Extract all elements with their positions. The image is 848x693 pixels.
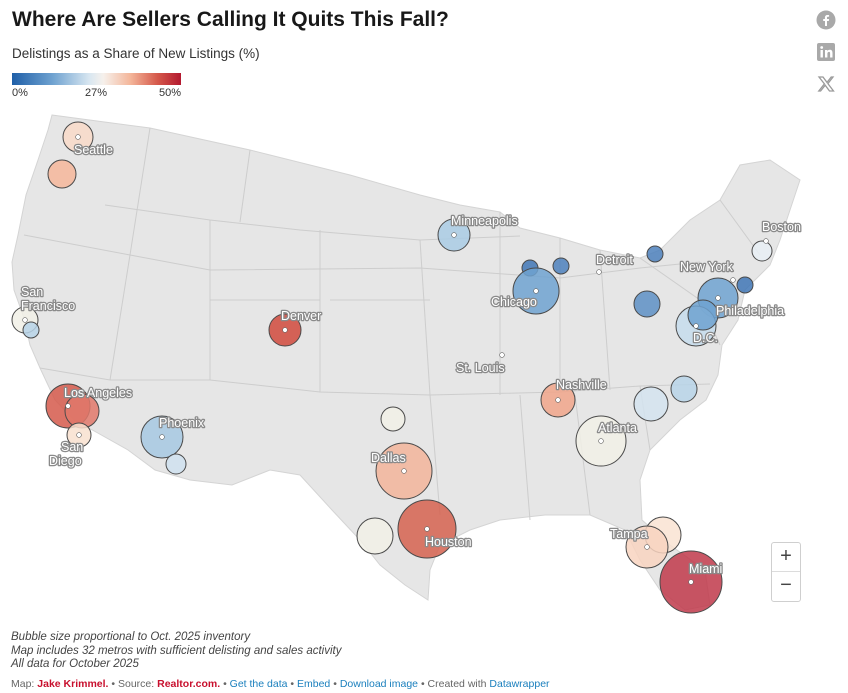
footer-map-prefix: Map: bbox=[11, 678, 35, 690]
label-dc: D.C. bbox=[693, 331, 718, 345]
bubble-nj[interactable] bbox=[736, 276, 754, 294]
label-phoenix: Phoenix bbox=[159, 416, 205, 430]
bubble-austin[interactable] bbox=[356, 517, 394, 555]
label-detroit: Detroit bbox=[596, 253, 633, 267]
author-link[interactable]: Jake Krimmel. bbox=[37, 678, 109, 690]
label-denver: Denver bbox=[281, 309, 321, 323]
footer-created-prefix: • Created with bbox=[420, 678, 487, 690]
label-atlanta: Atlanta bbox=[598, 421, 637, 435]
footer-separator: • bbox=[223, 678, 227, 690]
bubble-okc[interactable] bbox=[380, 406, 406, 432]
zoom-in-button[interactable]: + bbox=[780, 545, 792, 567]
note-line: All data for October 2025 bbox=[11, 658, 139, 670]
label-san-diego-1: San bbox=[61, 440, 83, 454]
label-miami: Miami bbox=[689, 562, 722, 576]
bubble-grand-rapids[interactable] bbox=[552, 257, 570, 275]
chart-subtitle: Delistings as a Share of New Listings (%… bbox=[12, 46, 260, 61]
label-minneapolis: Minneapolis bbox=[451, 214, 518, 228]
bubble-philadelphia[interactable] bbox=[687, 299, 719, 331]
share-links bbox=[816, 10, 838, 106]
datawrapper-link[interactable]: Datawrapper bbox=[489, 678, 550, 690]
note-line: Bubble size proportional to Oct. 2025 in… bbox=[11, 631, 251, 643]
city-labels: Seattle San Francisco Los Angeles San Di… bbox=[20, 142, 803, 578]
linkedin-icon[interactable] bbox=[816, 42, 836, 62]
us-map[interactable]: Seattle San Francisco Los Angeles San Di… bbox=[0, 105, 848, 625]
city-dots bbox=[22, 134, 769, 585]
note-line: Map includes 32 metros with sufficient d… bbox=[11, 644, 342, 657]
label-st-louis: St. Louis bbox=[456, 361, 505, 375]
legend-mid-label: 27% bbox=[85, 87, 108, 99]
label-seattle: Seattle bbox=[74, 143, 113, 157]
label-houston: Houston bbox=[425, 535, 472, 549]
bubble-tucson[interactable] bbox=[165, 453, 187, 475]
label-chicago: Chicago bbox=[491, 295, 537, 309]
legend-gradient bbox=[12, 73, 181, 85]
download-image-link[interactable]: Download image bbox=[339, 678, 419, 690]
facebook-icon[interactable] bbox=[816, 10, 836, 30]
label-nashville: Nashville bbox=[556, 378, 607, 392]
label-tampa: Tampa bbox=[610, 527, 648, 541]
footer-separator: • bbox=[290, 678, 295, 690]
label-los-angeles: Los Angeles bbox=[64, 386, 132, 400]
label-san: San bbox=[21, 285, 43, 299]
chart-title: Where Are Sellers Calling It Quits This … bbox=[12, 8, 449, 31]
source-link[interactable]: Realtor.com. bbox=[157, 678, 221, 690]
footer-credits: Map: Jake Krimmel. • Source: Realtor.com… bbox=[11, 678, 550, 690]
bubble-san-jose[interactable] bbox=[22, 321, 40, 339]
color-legend: 0% 27% 50% bbox=[12, 73, 182, 101]
bubble-columbus[interactable] bbox=[633, 290, 661, 318]
label-dallas: Dallas bbox=[371, 451, 406, 465]
legend-max-label: 50% bbox=[159, 87, 182, 99]
embed-link[interactable]: Embed bbox=[297, 678, 331, 690]
bubble-charlotte[interactable] bbox=[670, 375, 698, 403]
legend-min-label: 0% bbox=[12, 87, 28, 99]
label-san-diego-2: Diego bbox=[49, 454, 82, 468]
get-data-link[interactable]: Get the data bbox=[229, 678, 288, 690]
bubble-cleveland[interactable] bbox=[646, 245, 664, 263]
zoom-controls: + − bbox=[771, 542, 801, 602]
label-philadelphia: Philadelphia bbox=[716, 304, 784, 318]
zoom-out-button[interactable]: − bbox=[772, 571, 800, 600]
x-icon[interactable] bbox=[816, 74, 836, 94]
chart-notes: Bubble size proportional to Oct. 2025 in… bbox=[11, 631, 341, 672]
label-new-york: New York bbox=[680, 260, 734, 274]
label-boston: Boston bbox=[762, 220, 801, 234]
label-francisco: Francisco bbox=[21, 299, 75, 313]
bubble-boston[interactable] bbox=[751, 240, 773, 262]
bubble-raleigh[interactable] bbox=[633, 386, 669, 422]
footer-source-prefix: • Source: bbox=[111, 678, 155, 690]
bubble-seattle-2[interactable] bbox=[47, 159, 77, 189]
footer-separator: • bbox=[333, 678, 337, 690]
